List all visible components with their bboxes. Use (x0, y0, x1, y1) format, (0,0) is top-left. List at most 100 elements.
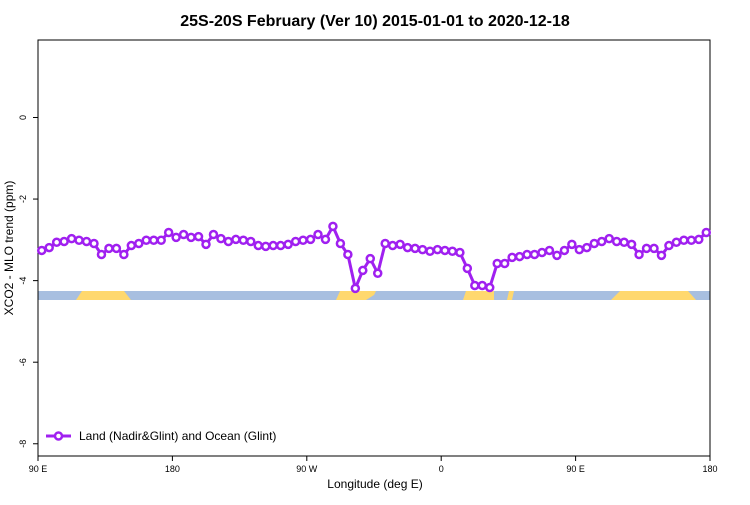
data-point (148, 235, 159, 246)
legend-label: Land (Nadir&Glint) and Ocean (Glint) (79, 429, 276, 443)
chart-title: 25S-20S February (Ver 10) 2015-01-01 to … (180, 13, 570, 30)
data-point (462, 263, 473, 274)
data-point (358, 265, 368, 276)
data-point (246, 236, 256, 247)
data-point (574, 244, 585, 255)
data-point (656, 250, 667, 261)
data-point (544, 245, 555, 256)
legend-marker (53, 431, 64, 441)
data-point (193, 231, 204, 242)
data-point (477, 280, 488, 291)
y-tick-label: 0 (18, 115, 28, 120)
data-point (559, 245, 570, 256)
data-point (507, 252, 517, 263)
data-point (634, 249, 644, 260)
data-point (522, 249, 532, 260)
data-point (343, 249, 353, 260)
data-point (231, 234, 241, 245)
data-point (686, 235, 697, 246)
data-point (275, 240, 286, 251)
data-point (402, 242, 413, 253)
data-point (432, 244, 443, 255)
x-tick-label: 180 (702, 464, 717, 474)
data-point (365, 253, 376, 264)
data-point (208, 229, 219, 240)
land-patch (336, 291, 376, 300)
x-axis-label: Longitude (deg E) (327, 477, 422, 491)
y-axis-label: XCO2 - MLO trend (ppm) (2, 181, 16, 316)
data-point (238, 235, 249, 246)
data-point (66, 233, 77, 244)
data-point (260, 241, 271, 252)
data-point (537, 247, 547, 258)
data-point (320, 234, 331, 245)
data-point (425, 246, 435, 257)
data-point (171, 232, 181, 243)
data-point (589, 238, 600, 249)
data-point (36, 245, 47, 256)
data-point (410, 243, 420, 254)
y-tick-label: -8 (18, 440, 28, 448)
x-tick-label: 90 E (566, 464, 585, 474)
land-patch (463, 291, 494, 300)
data-point (582, 242, 592, 253)
x-tick-label: 0 (439, 464, 444, 474)
data-point (283, 239, 293, 250)
land-patch (507, 291, 514, 300)
data-point (626, 239, 637, 250)
data-point (694, 234, 704, 245)
data-point (619, 237, 629, 248)
data-point (111, 243, 122, 254)
data-point (447, 246, 458, 257)
data-point (119, 249, 129, 260)
data-point (664, 240, 674, 251)
data-point (350, 283, 361, 294)
x-tick-label: 90 E (29, 464, 48, 474)
data-point (701, 227, 712, 238)
x-tick-label: 180 (165, 464, 180, 474)
ocean-band (38, 291, 710, 300)
data-point (201, 239, 211, 250)
data-point (96, 249, 107, 260)
data-point (74, 235, 84, 246)
data-point (104, 243, 114, 254)
data-point (51, 237, 62, 248)
data-point (395, 239, 405, 250)
data-point (328, 221, 338, 232)
data-point (492, 258, 502, 269)
data-point (134, 238, 144, 249)
land-patch (611, 291, 696, 300)
data-point (611, 236, 622, 247)
data-point (44, 242, 54, 253)
data-point (290, 236, 301, 247)
data-point (335, 238, 346, 249)
data-point (455, 247, 465, 258)
x-tick-label: 90 W (296, 464, 318, 474)
data-point (223, 236, 234, 247)
data-point (298, 235, 308, 246)
data-point (89, 238, 99, 249)
data-point (178, 229, 189, 240)
data-point (596, 236, 607, 247)
data-point (529, 249, 540, 260)
data-point (484, 282, 495, 293)
data-point (216, 233, 226, 244)
data-point (163, 227, 174, 238)
land-ocean-band (38, 291, 710, 300)
data-point (649, 243, 659, 254)
y-tick-label: -2 (18, 195, 28, 203)
data-point (186, 232, 196, 243)
data-point (671, 237, 682, 248)
data-point (470, 280, 480, 291)
data-point (126, 240, 137, 251)
data-point (253, 240, 264, 251)
data-point (499, 258, 510, 269)
data-point (59, 236, 69, 247)
data-point (514, 251, 525, 262)
data-point (387, 240, 398, 251)
y-tick-label: -6 (18, 358, 28, 366)
data-point (156, 235, 166, 246)
data-point (141, 235, 152, 246)
